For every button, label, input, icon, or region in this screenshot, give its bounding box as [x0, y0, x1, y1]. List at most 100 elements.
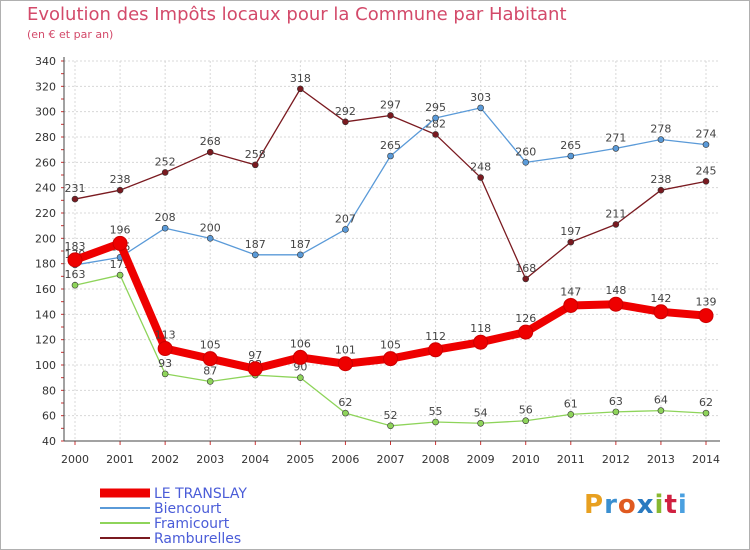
data-point	[522, 159, 530, 166]
data-label: 105	[200, 339, 221, 352]
x-tick-label: 2012	[602, 453, 630, 466]
data-point	[477, 104, 484, 112]
data-point	[342, 409, 349, 417]
data-point	[387, 112, 394, 119]
proxiti-logo: Proxiti	[584, 490, 688, 520]
y-tick-label: 180	[35, 258, 56, 271]
data-label: 278	[650, 123, 671, 136]
data-label: 268	[200, 135, 221, 148]
logo-letter: i	[654, 490, 665, 520]
data-point	[206, 378, 214, 385]
data-point	[161, 224, 169, 232]
data-point	[477, 419, 484, 427]
data-label: 197	[560, 225, 581, 238]
legend-label: Framicourt	[154, 516, 230, 532]
data-label: 238	[650, 173, 671, 186]
data-point	[342, 118, 349, 126]
data-label: 168	[515, 262, 536, 275]
data-point	[297, 374, 304, 381]
data-point	[702, 178, 710, 185]
data-label: 87	[203, 364, 217, 377]
data-label: 55	[429, 405, 443, 418]
data-label: 148	[605, 284, 626, 297]
data-point	[112, 235, 128, 251]
data-label: 265	[380, 139, 401, 152]
y-tick-label: 200	[35, 232, 56, 245]
data-point	[612, 408, 620, 416]
x-tick-label: 2009	[467, 453, 495, 466]
x-tick-label: 2003	[196, 453, 224, 466]
y-tick-label: 100	[35, 359, 56, 372]
data-point	[428, 342, 444, 358]
data-point	[67, 252, 83, 268]
data-point	[206, 235, 214, 242]
legend: LE TRANSLAYBiencourtFramicourtRamburelle…	[100, 486, 247, 547]
data-label: 271	[605, 131, 626, 144]
data-point	[116, 186, 124, 194]
data-point	[387, 422, 394, 430]
x-tick-label: 2010	[512, 453, 540, 466]
logo-letter: i	[677, 490, 688, 520]
data-point	[518, 324, 534, 340]
legend-label: LE TRANSLAY	[154, 486, 247, 502]
data-point	[383, 351, 398, 367]
data-point	[702, 409, 710, 417]
data-label: 106	[290, 337, 311, 350]
data-label: 200	[200, 221, 221, 234]
data-point	[297, 85, 304, 93]
data-label: 292	[335, 105, 356, 118]
data-point	[206, 148, 214, 156]
y-tick-label: 140	[35, 308, 56, 321]
data-label: 163	[65, 268, 86, 281]
logo-letter: x	[636, 490, 655, 520]
data-label: 187	[245, 238, 266, 251]
series-ramburelles: 231 238 252 268 258 318 292 297 282 248 168 197 211 2…	[65, 72, 717, 283]
data-label: 118	[470, 322, 491, 335]
x-tick-label: 2006	[331, 453, 359, 466]
data-label: 318	[290, 72, 311, 85]
data-label: 61	[564, 397, 578, 410]
data-point	[71, 281, 79, 289]
data-point	[116, 271, 124, 279]
data-label: 62	[338, 396, 352, 409]
data-label: 208	[155, 211, 176, 224]
logo-letter: r	[604, 490, 618, 520]
series-le-translay: 183 196 113 105 97 106 101 105 112 118 126 147 148 14…	[65, 223, 717, 377]
data-label: 252	[155, 155, 176, 168]
data-label: 126	[515, 312, 536, 325]
x-tick-label: 2008	[422, 453, 450, 466]
logo-letter: o	[617, 490, 637, 520]
data-label: 113	[155, 329, 176, 342]
x-tick-label: 2000	[61, 453, 89, 466]
data-label: 62	[699, 396, 713, 409]
data-label: 282	[425, 117, 446, 130]
data-point	[161, 370, 169, 378]
data-label: 142	[650, 292, 671, 305]
data-label: 93	[158, 357, 172, 370]
data-point	[657, 186, 665, 194]
data-label: 297	[380, 98, 401, 111]
data-label: 211	[605, 207, 626, 220]
data-point	[337, 356, 353, 372]
data-point	[251, 161, 259, 169]
data-label: 265	[560, 139, 581, 152]
data-label: 63	[609, 395, 623, 408]
data-label: 112	[425, 330, 446, 343]
data-point	[563, 297, 579, 313]
data-label: 248	[470, 161, 491, 174]
data-point	[477, 174, 484, 181]
data-label: 105	[380, 339, 401, 352]
data-label: 97	[248, 349, 262, 362]
data-point	[432, 131, 439, 138]
x-tick-label: 2014	[692, 453, 720, 466]
data-point	[247, 361, 263, 377]
data-label: 207	[335, 212, 356, 225]
data-point	[387, 152, 394, 160]
data-point	[567, 411, 575, 418]
data-point	[522, 275, 530, 283]
y-tick-label: 300	[35, 106, 56, 119]
data-label: 54	[474, 406, 488, 419]
data-label: 260	[515, 145, 536, 158]
data-point	[657, 136, 665, 143]
